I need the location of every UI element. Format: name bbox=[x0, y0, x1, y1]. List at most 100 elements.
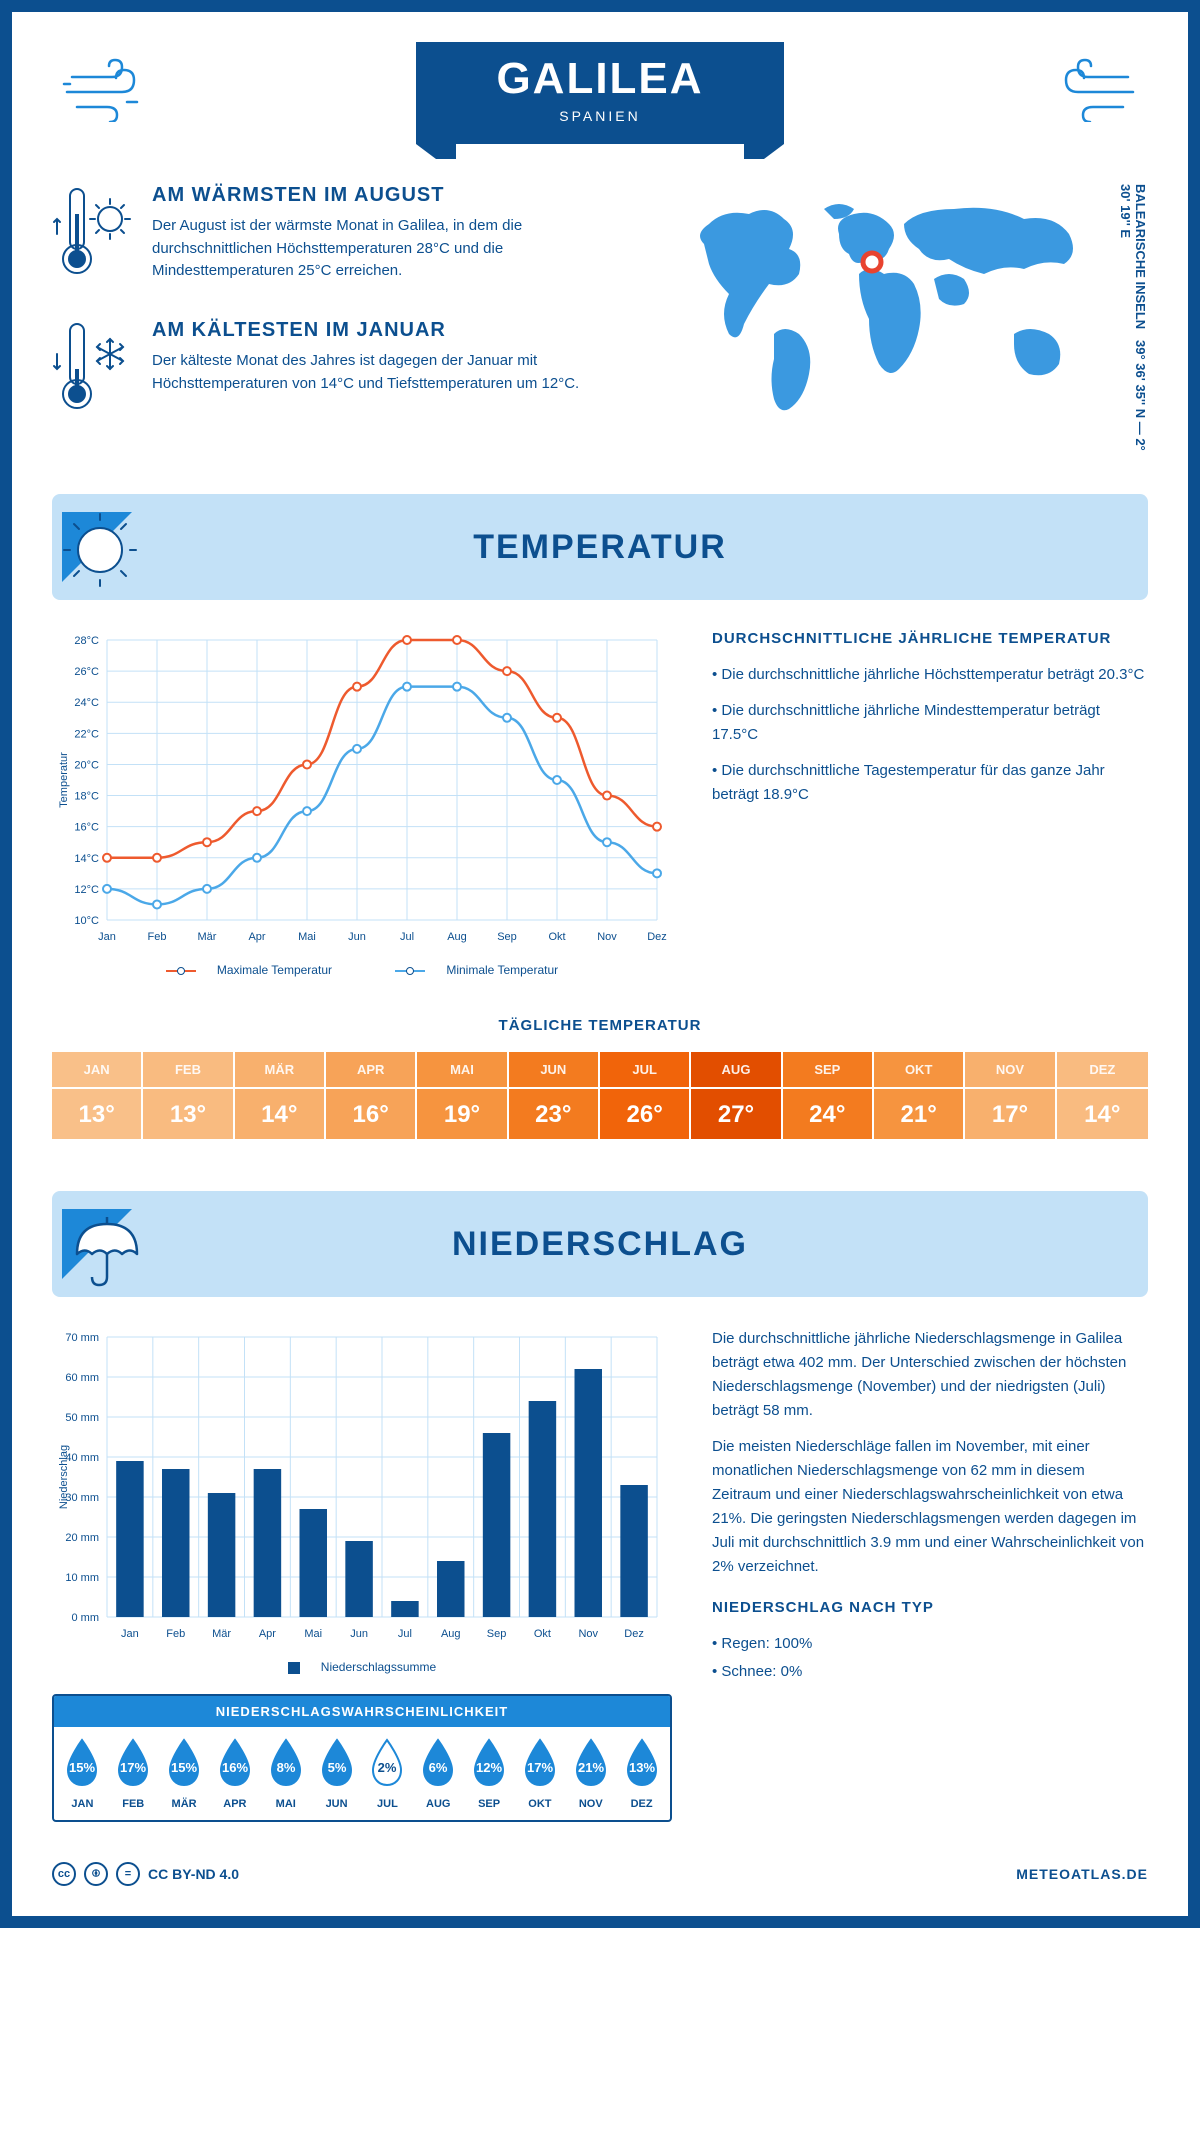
temp-cell: SEP24° bbox=[783, 1052, 874, 1139]
temp-cell: NOV17° bbox=[965, 1052, 1056, 1139]
prob-cell: 2%JUL bbox=[363, 1737, 412, 1810]
svg-text:8%: 8% bbox=[276, 1760, 295, 1775]
svg-text:18°C: 18°C bbox=[74, 791, 99, 803]
svg-text:Temperatur: Temperatur bbox=[58, 752, 70, 808]
site-name: METEOATLAS.DE bbox=[1016, 1866, 1148, 1882]
warmest-title: AM WÄRMSTEN IM AUGUST bbox=[152, 184, 580, 207]
prob-cell: 8%MAI bbox=[261, 1737, 310, 1810]
precip-bar-chart: 0 mm10 mm20 mm30 mm40 mm50 mm60 mm70 mmN… bbox=[52, 1327, 672, 1674]
wind-icon bbox=[62, 52, 152, 127]
thermometer-hot-icon bbox=[52, 184, 132, 289]
svg-text:30 mm: 30 mm bbox=[65, 1492, 99, 1504]
svg-text:Mai: Mai bbox=[304, 1628, 322, 1640]
temp-summary: DURCHSCHNITTLICHE JÄHRLICHE TEMPERATUR •… bbox=[712, 630, 1148, 977]
temp-section-header: TEMPERATUR bbox=[52, 494, 1148, 600]
svg-text:Jul: Jul bbox=[400, 931, 414, 943]
prob-cell: 17%FEB bbox=[109, 1737, 158, 1810]
svg-text:20°C: 20°C bbox=[74, 759, 99, 771]
svg-text:12°C: 12°C bbox=[74, 884, 99, 896]
temp-cell: FEB13° bbox=[143, 1052, 234, 1139]
temp-title: TEMPERATUR bbox=[162, 528, 1038, 567]
svg-text:Aug: Aug bbox=[447, 931, 467, 943]
warmest-block: AM WÄRMSTEN IM AUGUST Der August ist der… bbox=[52, 184, 580, 289]
prob-cell: 12%SEP bbox=[465, 1737, 514, 1810]
svg-text:Sep: Sep bbox=[487, 1628, 507, 1640]
svg-text:Jun: Jun bbox=[350, 1628, 368, 1640]
header: GALILEA SPANIEN bbox=[52, 42, 1148, 144]
daily-temp-table: TÄGLICHE TEMPERATUR JAN13°FEB13°MÄR14°AP… bbox=[52, 1017, 1148, 1141]
svg-text:13%: 13% bbox=[629, 1760, 655, 1775]
cc-icon: cc bbox=[52, 1862, 76, 1886]
svg-text:Mär: Mär bbox=[198, 931, 217, 943]
svg-text:Mai: Mai bbox=[298, 931, 316, 943]
svg-text:Dez: Dez bbox=[647, 931, 667, 943]
info-row: AM WÄRMSTEN IM AUGUST Der August ist der… bbox=[52, 184, 1148, 454]
coldest-title: AM KÄLTESTEN IM JANUAR bbox=[152, 319, 580, 342]
svg-text:Okt: Okt bbox=[548, 931, 565, 943]
svg-text:22°C: 22°C bbox=[74, 728, 99, 740]
prob-cell: 5%JUN bbox=[312, 1737, 361, 1810]
temp-cell: APR16° bbox=[326, 1052, 417, 1139]
wind-icon bbox=[1048, 52, 1138, 127]
svg-text:17%: 17% bbox=[120, 1760, 146, 1775]
svg-text:Niederschlag: Niederschlag bbox=[58, 1445, 70, 1509]
coldest-block: AM KÄLTESTEN IM JANUAR Der kälteste Mona… bbox=[52, 319, 580, 424]
prob-cell: 15%JAN bbox=[58, 1737, 107, 1810]
temp-cell: OKT21° bbox=[874, 1052, 965, 1139]
svg-text:Feb: Feb bbox=[166, 1628, 185, 1640]
nd-icon: = bbox=[116, 1862, 140, 1886]
prob-cell: 15%MÄR bbox=[160, 1737, 209, 1810]
prob-cell: 13%DEZ bbox=[617, 1737, 666, 1810]
svg-text:10 mm: 10 mm bbox=[65, 1572, 99, 1584]
temp-cell: JUL26° bbox=[600, 1052, 691, 1139]
svg-text:0 mm: 0 mm bbox=[72, 1612, 100, 1624]
umbrella-icon bbox=[62, 1209, 132, 1279]
svg-text:14°C: 14°C bbox=[74, 853, 99, 865]
svg-text:40 mm: 40 mm bbox=[65, 1452, 99, 1464]
precip-probability-panel: NIEDERSCHLAGSWAHRSCHEINLICHKEIT 15%JAN17… bbox=[52, 1694, 672, 1822]
svg-text:Jul: Jul bbox=[398, 1628, 412, 1640]
coordinates: BALEARISCHE INSELN 39° 36' 35'' N — 2° 3… bbox=[1118, 184, 1148, 454]
svg-text:50 mm: 50 mm bbox=[65, 1412, 99, 1424]
temp-cell: JAN13° bbox=[52, 1052, 143, 1139]
svg-text:6%: 6% bbox=[429, 1760, 448, 1775]
svg-text:Apr: Apr bbox=[259, 1628, 276, 1640]
title-banner: GALILEA SPANIEN bbox=[416, 42, 783, 144]
svg-text:12%: 12% bbox=[476, 1760, 502, 1775]
svg-text:Nov: Nov bbox=[578, 1628, 598, 1640]
precip-summary: Die durchschnittliche jährliche Niedersc… bbox=[712, 1327, 1148, 1822]
svg-text:24°C: 24°C bbox=[74, 697, 99, 709]
svg-text:21%: 21% bbox=[578, 1760, 604, 1775]
svg-text:26°C: 26°C bbox=[74, 666, 99, 678]
svg-text:16°C: 16°C bbox=[74, 822, 99, 834]
coldest-text: Der kälteste Monat des Jahres ist dagege… bbox=[152, 350, 580, 395]
svg-text:70 mm: 70 mm bbox=[65, 1332, 99, 1344]
svg-text:17%: 17% bbox=[527, 1760, 553, 1775]
warmest-text: Der August ist der wärmste Monat in Gali… bbox=[152, 215, 580, 283]
svg-text:Okt: Okt bbox=[534, 1628, 551, 1640]
temp-cell: MÄR14° bbox=[235, 1052, 326, 1139]
footer: cc 🅯 = CC BY-ND 4.0 METEOATLAS.DE bbox=[52, 1862, 1148, 1886]
prob-cell: 17%OKT bbox=[515, 1737, 564, 1810]
world-map: BALEARISCHE INSELN 39° 36' 35'' N — 2° 3… bbox=[620, 184, 1148, 454]
svg-text:16%: 16% bbox=[222, 1760, 248, 1775]
svg-text:Dez: Dez bbox=[624, 1628, 644, 1640]
prob-cell: 21%NOV bbox=[566, 1737, 615, 1810]
svg-text:Feb: Feb bbox=[148, 931, 167, 943]
svg-text:60 mm: 60 mm bbox=[65, 1372, 99, 1384]
precip-section-header: NIEDERSCHLAG bbox=[52, 1191, 1148, 1297]
temp-cell: DEZ14° bbox=[1057, 1052, 1148, 1139]
svg-text:2%: 2% bbox=[378, 1760, 397, 1775]
license-text: CC BY-ND 4.0 bbox=[148, 1866, 239, 1882]
svg-text:10°C: 10°C bbox=[74, 915, 99, 927]
svg-text:15%: 15% bbox=[171, 1760, 197, 1775]
by-icon: 🅯 bbox=[84, 1862, 108, 1886]
svg-text:28°C: 28°C bbox=[74, 635, 99, 647]
svg-text:Apr: Apr bbox=[248, 931, 265, 943]
svg-text:Aug: Aug bbox=[441, 1628, 461, 1640]
subtitle: SPANIEN bbox=[496, 108, 703, 124]
svg-text:Mär: Mär bbox=[212, 1628, 231, 1640]
svg-text:Nov: Nov bbox=[597, 931, 617, 943]
temp-legend: Maximale Temperatur Minimale Temperatur bbox=[52, 963, 672, 977]
svg-text:Sep: Sep bbox=[497, 931, 517, 943]
